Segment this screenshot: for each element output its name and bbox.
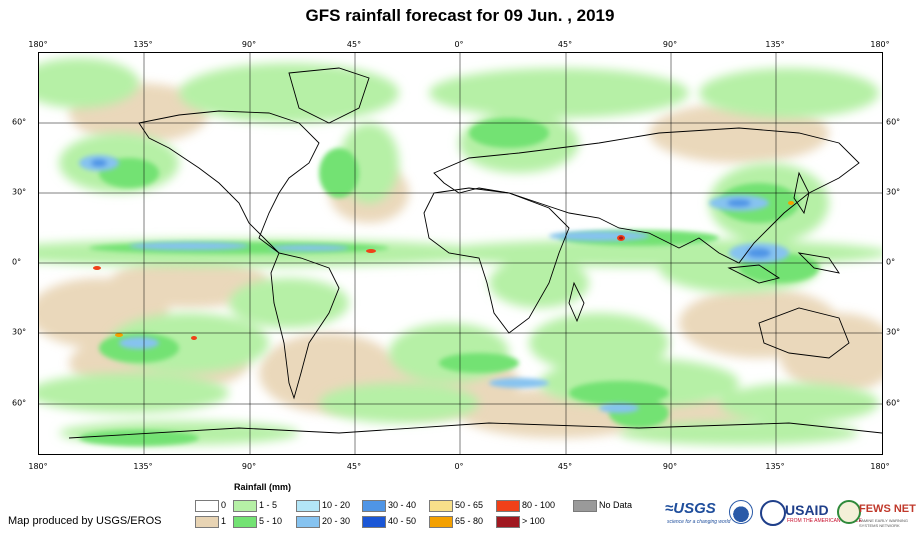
lat-label-left: 60° — [12, 398, 27, 408]
rain-intense-cores — [93, 201, 794, 340]
noaa-seal-icon — [729, 500, 753, 524]
lon-label-top: 0° — [454, 40, 464, 49]
lon-label-top: 90° — [662, 40, 678, 49]
lat-label-right: 30° — [886, 187, 901, 197]
lon-label-top: 135° — [133, 40, 153, 49]
legend-swatch — [429, 516, 453, 528]
legend-label: > 100 — [522, 516, 545, 526]
usaid-tagline: FROM THE AMERICAN PEOPLE — [787, 518, 862, 524]
lon-label-bottom: 45° — [557, 462, 573, 471]
lon-label-bottom: 135° — [765, 462, 785, 471]
legend-swatch — [195, 516, 219, 528]
legend-swatch — [496, 500, 520, 512]
legend-swatch — [296, 516, 320, 528]
legend-label: 80 - 100 — [522, 500, 556, 510]
rain-heavy-areas — [79, 155, 789, 413]
legend-label: 30 - 40 — [388, 500, 417, 510]
map-title: GFS rainfall forecast for 09 Jun. , 2019 — [305, 6, 615, 25]
lat-label-right: 60° — [886, 117, 901, 127]
legend-label: 0 — [221, 500, 227, 510]
legend-swatch — [496, 516, 520, 528]
credit-text: Map produced by USGS/EROS — [8, 515, 162, 527]
legend-label: 40 - 50 — [388, 516, 417, 526]
legend-swatch — [362, 516, 386, 528]
lat-label-left: 30° — [12, 327, 27, 337]
lat-label-right: 60° — [886, 398, 901, 408]
lon-label-bottom: 180° — [28, 462, 48, 471]
rainfall-map — [38, 52, 883, 455]
rain-5-10mm-areas — [79, 118, 819, 446]
legend-swatch — [195, 500, 219, 512]
lon-label-bottom: 90° — [662, 462, 678, 471]
legend-label: 65 - 80 — [455, 516, 484, 526]
legend-label: 20 - 30 — [322, 516, 351, 526]
lat-label-left: 30° — [12, 187, 27, 197]
continent-outlines — [68, 67, 882, 439]
lon-label-top: 180° — [870, 40, 890, 49]
lon-label-top: 45° — [557, 40, 573, 49]
legend-label: 5 - 10 — [259, 516, 283, 526]
legend-swatch — [233, 500, 257, 512]
lat-label-left: 0° — [12, 257, 22, 267]
lon-label-top: 45° — [346, 40, 362, 49]
lon-label-bottom: 0° — [454, 462, 464, 471]
lon-label-bottom: 180° — [870, 462, 890, 471]
legend-label: 1 - 5 — [259, 500, 278, 510]
lon-label-top: 180° — [28, 40, 48, 49]
lon-label-bottom: 135° — [133, 462, 153, 471]
legend-label: 10 - 20 — [322, 500, 351, 510]
legend-swatch — [362, 500, 386, 512]
legend-swatch — [429, 500, 453, 512]
legend-label: No Data — [599, 500, 633, 510]
lat-label-left: 60° — [12, 117, 27, 127]
legend-swatch — [573, 500, 597, 512]
legend-swatch — [296, 500, 320, 512]
lon-label-top: 135° — [765, 40, 785, 49]
legend-label: 1 — [221, 516, 227, 526]
usaid-logo: USAID — [785, 502, 829, 518]
lon-label-top: 90° — [241, 40, 257, 49]
usaid-seal-icon — [760, 500, 786, 526]
fews-net-tagline: FAMINE EARLY WARNING SYSTEMS NETWORK — [859, 518, 909, 528]
usgs-tagline: science for a changing world — [667, 519, 731, 525]
lat-label-right: 0° — [886, 257, 896, 267]
lon-label-bottom: 45° — [346, 462, 362, 471]
map-canvas — [39, 53, 882, 454]
legend-title: Rainfall (mm) — [234, 482, 292, 492]
graticule — [39, 53, 882, 454]
lat-label-right: 30° — [886, 327, 901, 337]
lon-label-bottom: 90° — [241, 462, 257, 471]
fews-net-seal-icon — [837, 500, 861, 524]
fews-net-logo: FEWS NET — [859, 503, 916, 515]
legend-label: 50 - 65 — [455, 500, 484, 510]
legend-swatch — [233, 516, 257, 528]
usgs-logo: ≈USGS — [665, 500, 716, 517]
